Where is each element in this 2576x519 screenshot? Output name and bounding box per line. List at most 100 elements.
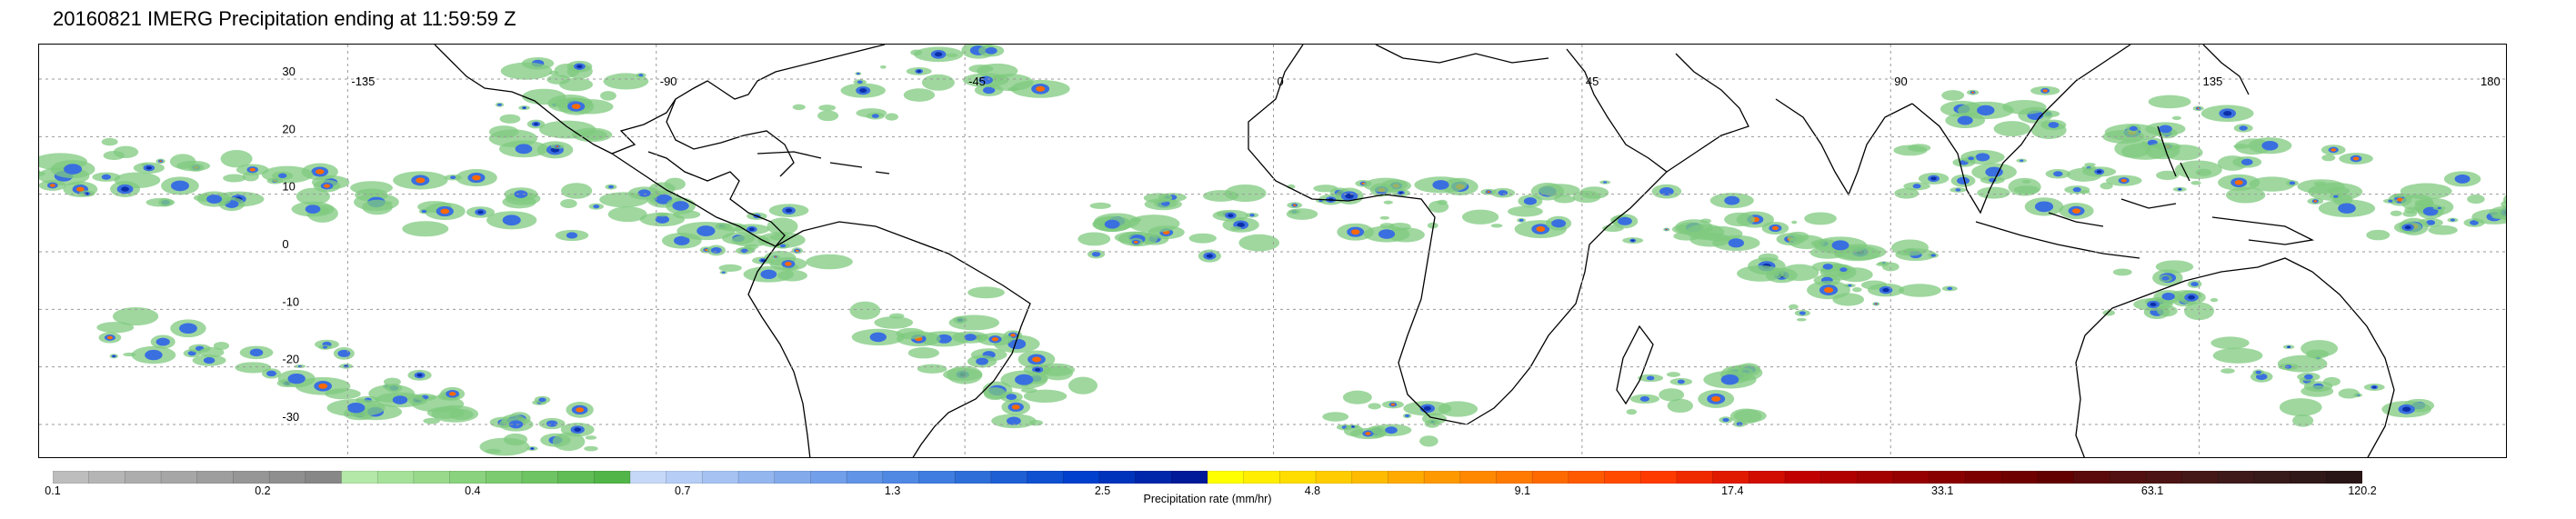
moderate-rain-cell [101, 174, 112, 180]
light-rain-cell [503, 433, 528, 446]
moderate-rain-cell [203, 356, 216, 364]
heavy-rain-cell [2330, 148, 2337, 152]
moderate-rain-cell [721, 271, 726, 274]
precipitation-map: -135 -90 -45 0 45 90 135 180 30 20 10 0 -10 -20 -30 [38, 44, 2507, 458]
colorbar-segment [341, 471, 378, 484]
moderate-rain-cell [421, 209, 427, 214]
colorbar-segment [1712, 471, 1750, 484]
moderate-rain-cell [674, 235, 690, 245]
coastline-india [1775, 98, 1913, 196]
colorbar-segment [2145, 471, 2183, 484]
moderate-rain-cell [2450, 218, 2455, 222]
light-rain-cell [879, 65, 887, 69]
coastline-japan [2202, 45, 2250, 95]
heavy-rain-cell [49, 184, 55, 187]
moderate-rain-cell [593, 205, 600, 209]
moderate-rain-cell [2304, 374, 2313, 380]
light-rain-cell [1383, 200, 1393, 205]
light-rain-cell [2467, 195, 2485, 205]
light-rain-cell [1461, 209, 1499, 225]
colorbar-segment [2326, 471, 2362, 484]
light-rain-cell [2190, 181, 2201, 185]
moderate-rain-cell [1498, 190, 1509, 196]
heavy-rain-cell [318, 383, 328, 389]
light-rain-cell [2002, 99, 2047, 115]
light-rain-cell [2392, 194, 2405, 198]
moderate-rain-cell [1385, 426, 1398, 434]
moderate-rain-cell [1378, 229, 1396, 239]
heavy-rain-cell [2402, 406, 2411, 412]
light-rain-cell [2102, 130, 2145, 144]
moderate-rain-cell [287, 373, 306, 384]
light-rain-cell [39, 169, 41, 175]
lon-label: -45 [968, 75, 986, 88]
coastline-central-america [611, 151, 786, 247]
colorbar-segment [268, 471, 306, 484]
colorbar-segment [413, 471, 451, 484]
moderate-rain-cell [1007, 338, 1027, 350]
colorbar-segment [1749, 471, 1786, 484]
light-rain-cell [169, 154, 196, 169]
light-rain-cell [552, 432, 586, 452]
colorbar-tick-label: 120.2 [2348, 484, 2377, 497]
light-rain-cell [423, 417, 440, 424]
moderate-rain-cell [964, 334, 977, 342]
light-rain-cell [1128, 215, 1180, 233]
heavy-rain-cell [991, 337, 998, 342]
light-rain-cell [2184, 302, 2214, 321]
moderate-rain-cell [1249, 214, 1255, 217]
heavy-rain-cell [1536, 226, 1546, 232]
heavy-rain-cell [1487, 191, 1490, 194]
heavy-rain-cell [760, 259, 766, 262]
light-rain-cell [198, 347, 225, 358]
heavy-rain-cell [1134, 241, 1138, 244]
lon-label: 45 [1586, 75, 1599, 88]
colorbar-tick-label: 0.2 [255, 484, 271, 497]
coastline-south-america [747, 221, 1031, 457]
light-rain-cell [885, 113, 898, 121]
colorbar-segment [1929, 471, 1967, 484]
light-rain-cell [2156, 170, 2180, 181]
moderate-rain-cell [2470, 220, 2479, 225]
light-rain-cell [1553, 195, 1576, 204]
light-rain-cell [767, 217, 798, 235]
light-rain-cell [1787, 231, 1809, 243]
colorbar-segment [1243, 471, 1281, 484]
light-rain-cell [968, 64, 994, 74]
moderate-rain-cell [2034, 201, 2054, 213]
moderate-rain-cell [496, 103, 502, 106]
heavy-rain-cell [1823, 287, 1834, 294]
lat-label: 10 [282, 180, 295, 194]
grid-labels: -135 -90 -45 0 45 90 135 180 30 20 10 0 -10 -20 -30 [282, 65, 2500, 424]
moderate-rain-cell [266, 370, 277, 377]
light-rain-cell [1804, 212, 1837, 225]
light-rain-cell [818, 105, 837, 112]
light-rain-cell [2225, 186, 2266, 204]
light-rain-cell [792, 104, 806, 111]
light-rain-cell [39, 171, 46, 176]
moderate-rain-cell [936, 334, 952, 344]
heavy-rain-cell [2287, 346, 2290, 348]
moderate-rain-cell [1618, 216, 1632, 225]
moderate-rain-cell [637, 189, 651, 197]
light-rain-cell [817, 110, 839, 122]
moderate-rain-cell [179, 323, 197, 334]
moderate-rain-cell [2338, 203, 2356, 214]
light-rain-cell [1286, 208, 1318, 220]
colorbar-tick-label: 17.4 [1721, 484, 1744, 497]
colorbar-segment [2109, 471, 2147, 484]
heavy-rain-cell [523, 106, 526, 109]
colorbar [53, 471, 2362, 484]
heavy-rain-cell [1036, 85, 1046, 92]
heavy-rain-cell [1035, 367, 1041, 372]
moderate-rain-cell [710, 246, 722, 254]
coastline-africa [1248, 45, 1668, 425]
moderate-rain-cell [171, 180, 189, 192]
heavy-rain-cell [2372, 385, 2377, 389]
colorbar-segment [160, 471, 198, 484]
light-rain-cell [2155, 260, 2194, 274]
moderate-rain-cell [155, 337, 170, 346]
heavy-rain-cell [531, 447, 534, 450]
light-rain-cell [1313, 185, 1338, 193]
heavy-rain-cell [1398, 192, 1403, 195]
